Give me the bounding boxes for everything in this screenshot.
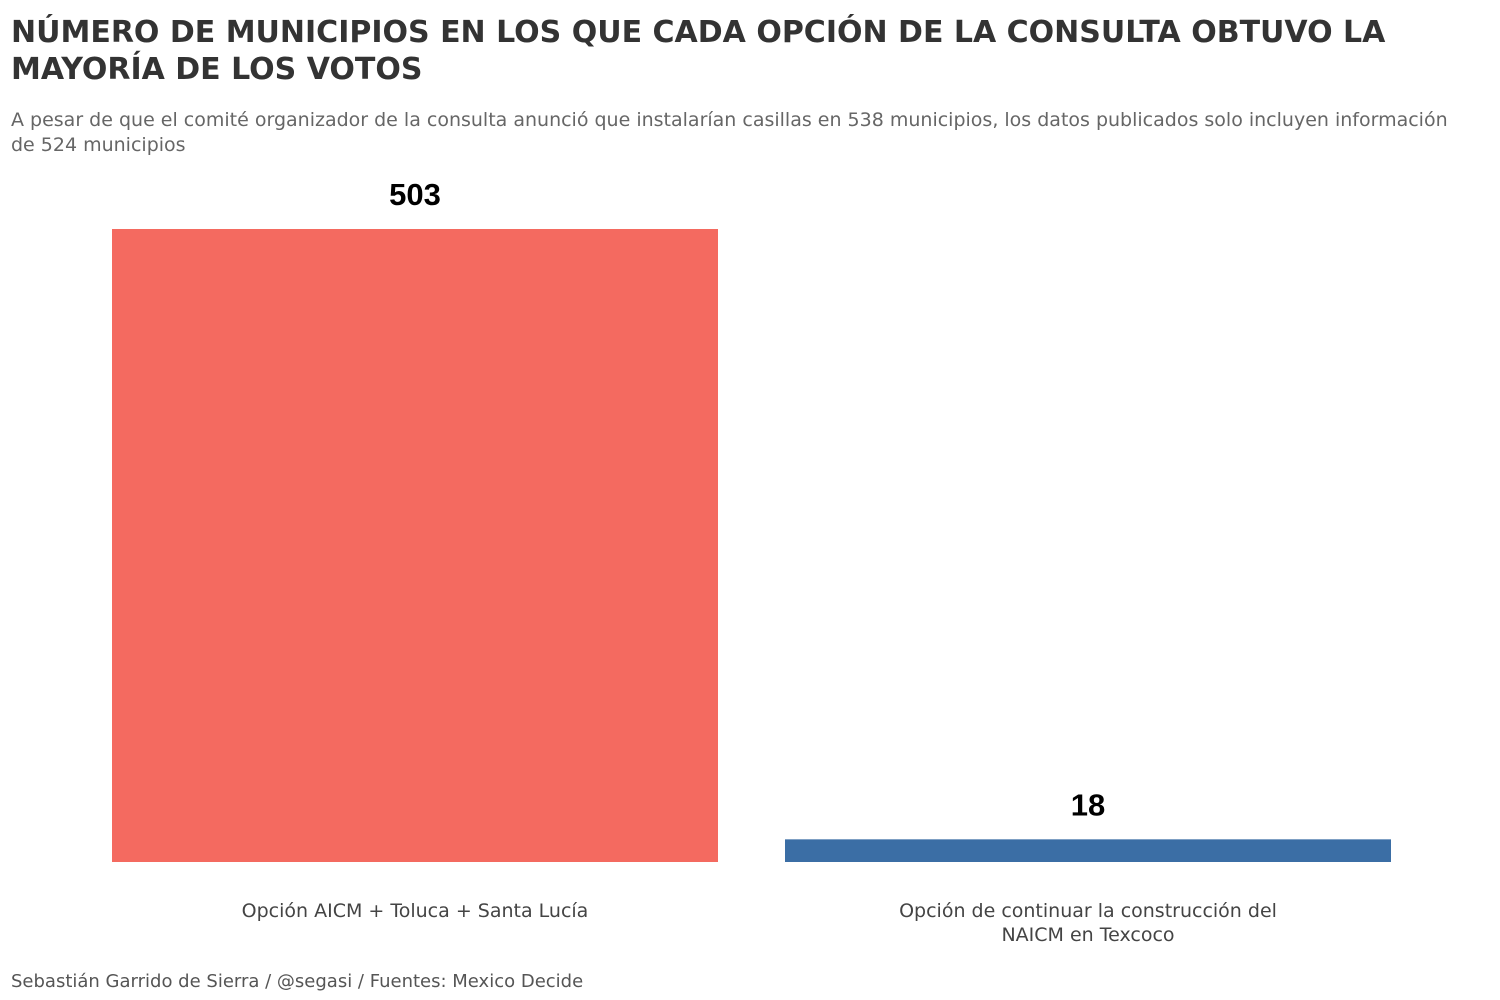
- category-label-line: Opción AICM + Toluca + Santa Lucía: [242, 900, 589, 922]
- data-label-2: 18: [1071, 787, 1105, 822]
- data-label-1: 503: [389, 177, 441, 212]
- bar-2: [785, 839, 1391, 862]
- chart-subtitle: A pesar de que el comité organizador de …: [11, 109, 1448, 156]
- category-label-line: Opción de continuar la construcción del: [899, 900, 1277, 922]
- bar-1: [112, 229, 718, 862]
- category-label-2: Opción de continuar la construcción del N…: [899, 900, 1277, 946]
- category-label-1: Opción AICM + Toluca + Santa Lucía: [242, 900, 589, 922]
- category-label-line: NAICM en Texcoco: [1001, 924, 1174, 946]
- chart-title: NÚMERO DE MUNICIPIOS EN LOS QUE CADA OPC…: [11, 15, 1386, 87]
- source-caption: Sebastián Garrido de Sierra / @segasi / …: [11, 971, 584, 992]
